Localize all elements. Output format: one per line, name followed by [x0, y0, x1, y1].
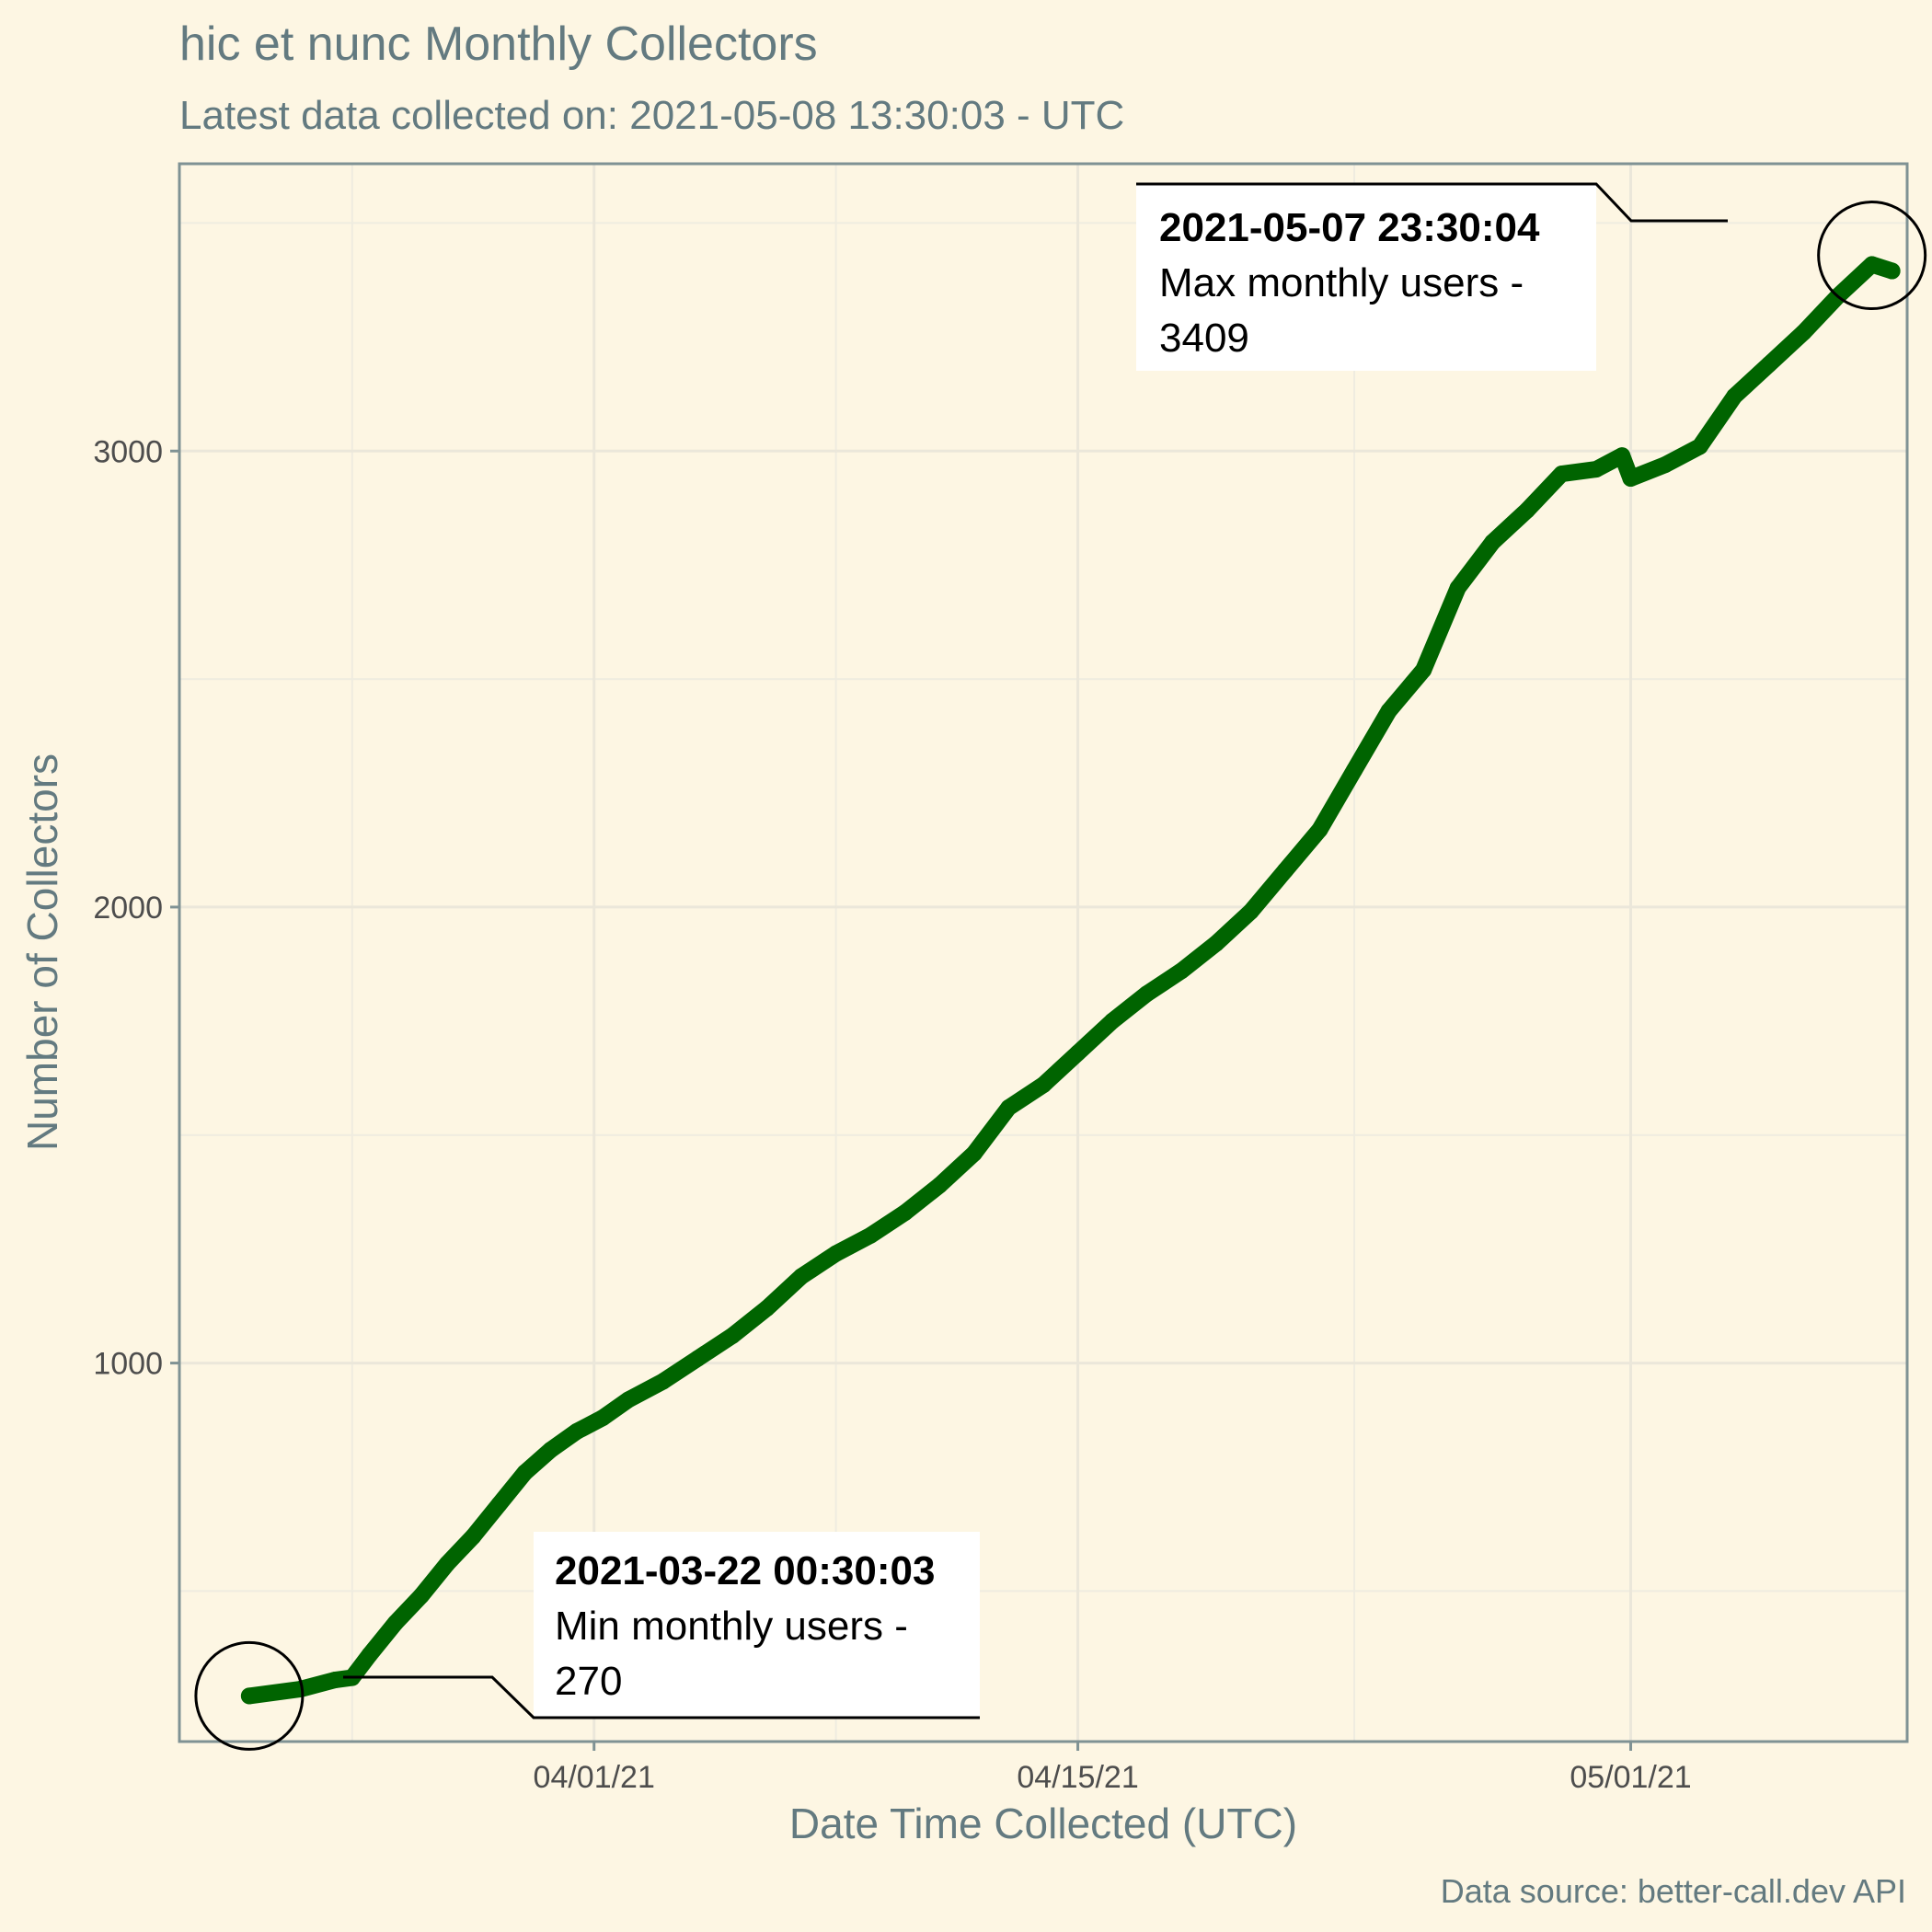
data-point [1173, 962, 1190, 980]
y-axis-label: Number of Collectors [18, 753, 66, 1151]
max-label-value: 3409 [1159, 316, 1249, 361]
plot-border [178, 162, 1909, 1743]
series-line [240, 256, 1901, 1705]
x-axis-ticks: 04/01/21 04/15/21 05/01/21 [534, 1742, 1692, 1795]
data-point [516, 1464, 534, 1481]
max-label-text: Max monthly users - [1159, 260, 1524, 305]
chart-subtitle: Latest data collected on: 2021-05-08 13:… [179, 93, 1124, 138]
data-point [490, 1496, 508, 1513]
data-point [862, 1226, 880, 1244]
data-point [654, 1373, 672, 1390]
data-point [1138, 985, 1156, 1003]
min-label-timestamp: 2021-03-22 00:30:03 [555, 1548, 935, 1593]
data-point [1484, 534, 1501, 551]
data-point [1588, 461, 1604, 478]
data-point [1104, 1012, 1121, 1029]
data-point [1449, 580, 1466, 596]
data-point [758, 1300, 776, 1317]
caption: Data source: better-call.dev API [1441, 1872, 1906, 1910]
data-point [439, 1555, 456, 1572]
data-point [292, 1681, 309, 1697]
data-point [1883, 262, 1901, 280]
data-point [1622, 470, 1639, 487]
data-point [1795, 324, 1812, 341]
data-point [412, 1587, 430, 1604]
grid [179, 164, 1908, 1742]
data-point [689, 1350, 707, 1367]
max-highlight-circle [1817, 201, 1927, 311]
data-point [386, 1615, 404, 1632]
data-point [1863, 256, 1880, 273]
data-point [1069, 1044, 1087, 1062]
data-point [827, 1245, 845, 1262]
y-tick-label: 1000 [93, 1347, 163, 1382]
max-label-box [1136, 184, 1596, 371]
x-axis-label: Date Time Collected (UTC) [789, 1800, 1297, 1847]
max-label-timestamp: 2021-05-07 23:30:04 [1159, 205, 1540, 250]
annotations-layer: 2021-05-07 23:30:04 Max monthly users - 34… [194, 182, 1927, 1751]
data-point [1242, 903, 1259, 920]
data-point [465, 1528, 482, 1545]
data-point [620, 1391, 638, 1409]
data-point [931, 1177, 949, 1194]
data-point [1207, 935, 1225, 952]
data-point [1311, 821, 1328, 838]
data-point [1276, 862, 1294, 880]
data-point [1000, 1099, 1018, 1116]
data-point [965, 1144, 983, 1162]
min-label-text: Min monthly users - [555, 1604, 908, 1649]
y-tick-label: 2000 [93, 891, 163, 926]
data-point [896, 1204, 914, 1221]
data-point [1035, 1076, 1052, 1094]
data-point [568, 1422, 585, 1440]
x-tick-label: 05/01/21 [1570, 1760, 1691, 1795]
data-point [1553, 466, 1570, 483]
min-label-value: 270 [555, 1659, 622, 1704]
min-label-leader [343, 1675, 980, 1719]
x-tick-label: 04/15/21 [1017, 1760, 1138, 1795]
min-highlight-circle [194, 1640, 305, 1751]
y-axis-ticks: 1000 2000 3000 [93, 434, 179, 1382]
min-label-box [534, 1532, 980, 1719]
x-tick-label: 04/01/21 [534, 1760, 655, 1795]
data-point [542, 1441, 559, 1458]
data-point [1614, 447, 1631, 465]
data-point [793, 1268, 811, 1285]
data-point [1380, 702, 1397, 719]
data-point [1726, 387, 1743, 405]
data-point [240, 1687, 258, 1705]
data-point [1691, 438, 1708, 455]
data-point [361, 1646, 378, 1663]
data-point [1657, 456, 1674, 474]
data-point [1518, 501, 1535, 519]
data-point [327, 1672, 343, 1689]
data-point [1346, 762, 1363, 779]
y-tick-label: 3000 [93, 434, 163, 469]
data-point [724, 1327, 741, 1344]
data-point [1415, 661, 1432, 679]
data-point [1760, 356, 1777, 374]
max-label-leader [1136, 182, 1728, 223]
data-point [594, 1409, 612, 1427]
chart-title: hic et nunc Monthly Collectors [179, 17, 818, 71]
series-layer [240, 256, 1901, 1705]
